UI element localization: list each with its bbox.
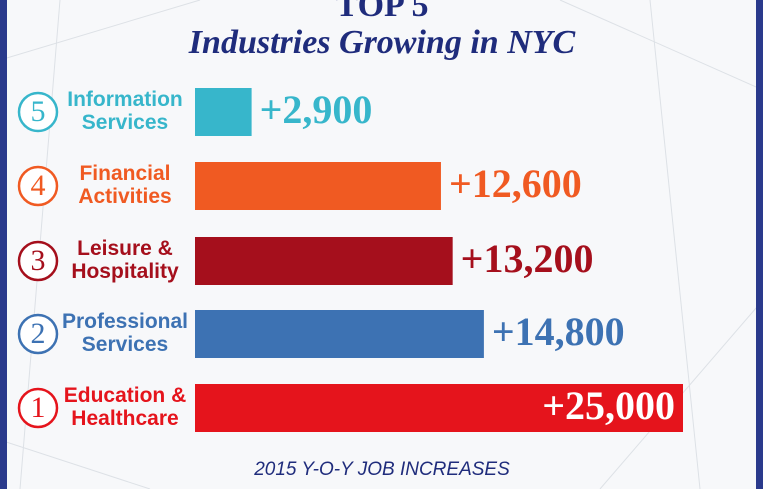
value-label: +12,600 — [449, 161, 582, 206]
value-label: +13,200 — [461, 236, 594, 281]
rank-circle — [17, 240, 59, 282]
rank-circle — [17, 387, 59, 429]
footer: 2015 Y-O-Y JOB INCREASES — [253, 459, 510, 480]
category-label: Activities — [78, 185, 171, 208]
category-label: Information — [67, 88, 183, 111]
bar — [195, 384, 683, 432]
chart-subtitle: Industries Growing in NYC — [188, 24, 576, 61]
rank-circle — [17, 313, 59, 355]
category-label: Hospitality — [71, 260, 179, 283]
category-label: Leisure & — [77, 237, 173, 260]
category-label: Services — [82, 111, 168, 134]
rank-circle — [17, 91, 59, 133]
rank-label: 3 — [31, 244, 46, 277]
category-label: Education & — [64, 384, 187, 407]
value-label: +2,900 — [260, 87, 373, 132]
bar — [195, 237, 453, 285]
rank-label: 4 — [31, 169, 46, 202]
category-label: Professional — [62, 310, 188, 333]
bar — [195, 88, 252, 136]
rank-label: 2 — [31, 317, 46, 350]
left-frame — [0, 0, 7, 489]
rank-label: 1 — [31, 391, 46, 424]
right-frame — [756, 0, 763, 489]
category-label: Financial — [79, 162, 170, 185]
rank-label: 5 — [31, 95, 46, 128]
chart-title: TOP 5 — [336, 0, 429, 24]
bar — [195, 310, 484, 358]
bar — [195, 162, 441, 210]
category-label: Services — [82, 333, 168, 356]
category-label: Healthcare — [71, 407, 178, 430]
rank-circle — [17, 165, 59, 207]
value-label: +25,000 — [542, 383, 675, 428]
value-label: +14,800 — [492, 309, 625, 354]
